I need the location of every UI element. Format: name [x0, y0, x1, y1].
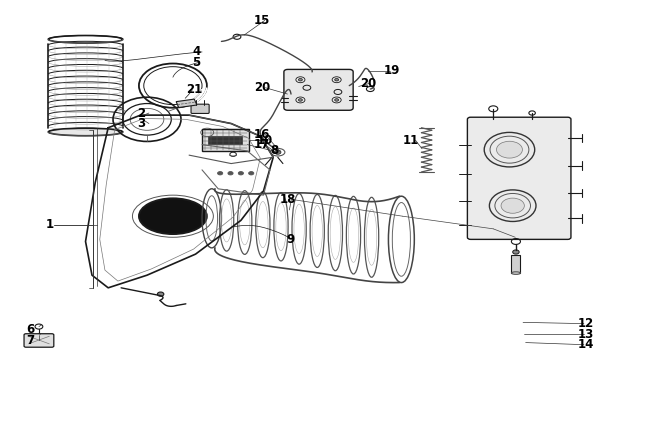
Text: 7: 7: [26, 334, 34, 347]
Text: 9: 9: [286, 233, 294, 246]
Circle shape: [157, 292, 164, 296]
Ellipse shape: [48, 128, 123, 136]
Circle shape: [298, 99, 302, 101]
FancyBboxPatch shape: [467, 117, 571, 240]
Text: 19: 19: [384, 64, 400, 78]
FancyBboxPatch shape: [202, 129, 249, 151]
Circle shape: [249, 172, 254, 175]
Circle shape: [228, 172, 233, 175]
Circle shape: [274, 150, 281, 154]
Text: 20: 20: [254, 81, 270, 94]
Bar: [512, 255, 521, 273]
Circle shape: [335, 78, 339, 81]
FancyBboxPatch shape: [284, 70, 353, 110]
Ellipse shape: [501, 198, 525, 213]
Text: 14: 14: [577, 338, 594, 351]
Bar: [209, 136, 242, 144]
Circle shape: [513, 250, 519, 254]
Text: 10: 10: [257, 134, 273, 147]
Text: 4: 4: [192, 45, 201, 59]
Text: 16: 16: [254, 128, 270, 141]
Text: 11: 11: [402, 134, 419, 147]
Text: 5: 5: [192, 56, 201, 69]
Text: 15: 15: [254, 14, 270, 27]
Circle shape: [239, 172, 244, 175]
Polygon shape: [176, 99, 197, 108]
Text: 13: 13: [577, 328, 593, 340]
Text: 2: 2: [137, 106, 146, 120]
FancyBboxPatch shape: [191, 104, 209, 114]
Ellipse shape: [139, 198, 207, 234]
Text: 21: 21: [186, 84, 202, 96]
Text: 18: 18: [280, 193, 296, 206]
Circle shape: [298, 78, 302, 81]
Text: 8: 8: [270, 145, 278, 157]
FancyBboxPatch shape: [24, 334, 54, 347]
Text: 1: 1: [46, 218, 53, 231]
Circle shape: [218, 172, 223, 175]
Text: 20: 20: [361, 77, 377, 90]
Text: 3: 3: [137, 117, 146, 130]
Text: 12: 12: [577, 317, 593, 330]
Circle shape: [335, 99, 339, 101]
Text: 6: 6: [26, 324, 34, 336]
Text: 17: 17: [254, 138, 270, 151]
Ellipse shape: [497, 141, 523, 158]
Ellipse shape: [512, 272, 521, 274]
